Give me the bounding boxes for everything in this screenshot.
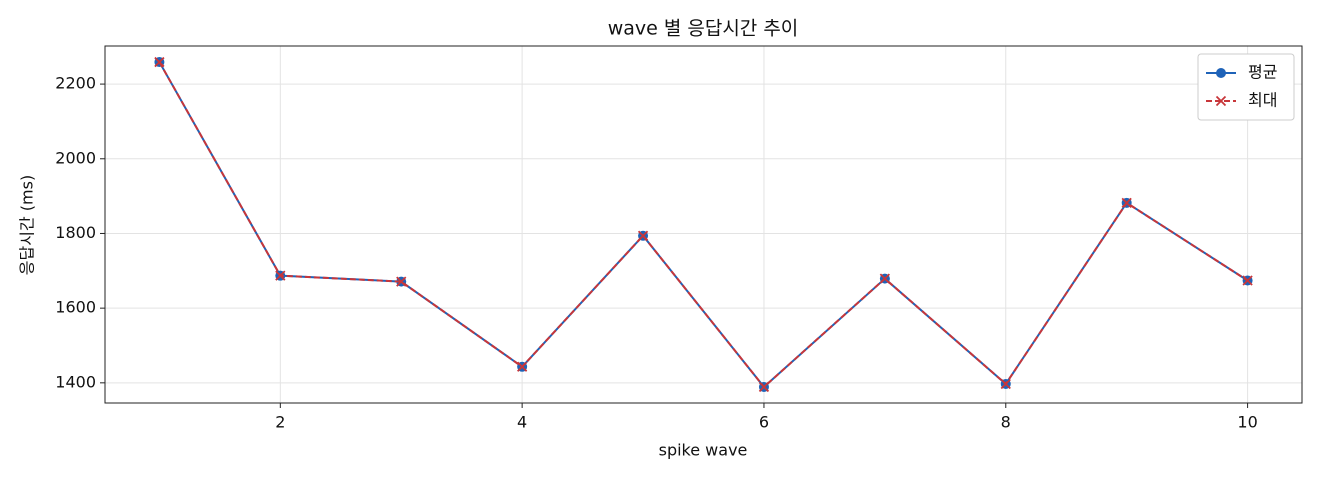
marker [1121, 197, 1132, 208]
chart-title: wave 별 응답시간 추이 [608, 18, 799, 40]
marker [879, 273, 891, 284]
marker [396, 276, 407, 287]
marker [637, 230, 649, 241]
y-tick-label: 1800 [55, 223, 96, 242]
y-tick-label: 2000 [55, 148, 96, 167]
x-tick-label: 2 [275, 413, 285, 432]
legend-label: 평균 [1248, 63, 1277, 82]
legend-label: 최대 [1248, 91, 1277, 110]
legend-marker [1215, 95, 1227, 107]
marker [275, 270, 286, 281]
legend-marker [1216, 68, 1226, 78]
x-tick-label: 10 [1237, 413, 1257, 432]
y-axis-label: 응답시간 (ms) [18, 175, 37, 275]
y-tick-label: 2200 [55, 74, 96, 93]
legend-box [1197, 53, 1295, 121]
x-axis-label: spike wave [659, 441, 748, 460]
marker [154, 56, 165, 68]
marker [1000, 378, 1011, 390]
series-line [158, 61, 1249, 389]
plot-frame [104, 45, 1303, 404]
series-line [158, 61, 1249, 389]
marker [1242, 275, 1253, 286]
x-tick-label: 4 [517, 413, 527, 432]
x-tick-label: 8 [1001, 413, 1011, 432]
marker [516, 361, 528, 372]
x-tick-label: 6 [759, 413, 769, 432]
marker [758, 381, 770, 393]
y-tick-label: 1400 [55, 372, 96, 391]
y-tick-label: 1600 [55, 298, 96, 317]
